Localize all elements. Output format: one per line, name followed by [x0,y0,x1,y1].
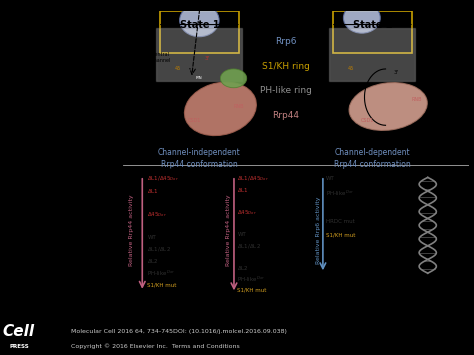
Text: State 2: State 2 [353,20,392,30]
Text: $\Delta$L2: $\Delta$L2 [147,257,159,265]
Text: S1/KH mut: S1/KH mut [237,288,267,293]
Text: Channel-dependent
Rrp44 conformation: Channel-dependent Rrp44 conformation [334,148,411,169]
Text: Central
channel: Central channel [152,52,172,62]
Text: 45: 45 [175,66,182,71]
Text: L1: L1 [170,85,176,90]
Text: PH-like$^{Dxr}$: PH-like$^{Dxr}$ [147,268,175,278]
Text: L2: L2 [335,99,341,104]
Text: L1: L1 [343,85,349,90]
Text: 45: 45 [348,66,355,71]
Text: PH-like$^{Dxr}$: PH-like$^{Dxr}$ [326,189,354,198]
Text: Rrp44: Rrp44 [273,111,300,120]
FancyBboxPatch shape [329,28,415,81]
Text: PH-like ring: PH-like ring [260,87,312,95]
Text: 3': 3' [393,70,399,75]
Text: CSD1: CSD1 [187,118,201,123]
Text: Rrp6: Rrp6 [405,307,423,316]
Text: 5': 5' [406,171,412,178]
Text: S1/KH mut: S1/KH mut [326,233,355,238]
Text: State 1: State 1 [180,20,219,30]
Text: PO₄: PO₄ [440,279,452,285]
Text: $\Delta$L1: $\Delta$L1 [147,187,159,195]
Text: Molecular Cell 2016 64, 734-745DOI: (10.1016/j.molcel.2016.09.038): Molecular Cell 2016 64, 734-745DOI: (10.… [71,329,287,334]
Text: $\Delta$L1: $\Delta$L1 [237,186,249,194]
Text: Channel-independent
Rrp44 conformation: Channel-independent Rrp44 conformation [158,148,241,169]
FancyBboxPatch shape [156,28,242,81]
Text: Rrp44: Rrp44 [430,307,453,316]
Text: PIN: PIN [196,76,203,80]
Text: 3': 3' [207,3,213,9]
Text: RNB: RNB [412,97,422,102]
Text: PH-like$^{Dxr}$: PH-like$^{Dxr}$ [237,275,265,284]
Text: CSD1: CSD1 [360,118,374,123]
Text: $\Delta$L1/$\Delta$45$_{Dxr}$: $\Delta$L1/$\Delta$45$_{Dxr}$ [237,175,269,184]
Text: WT: WT [326,176,335,181]
Text: Relative Rrp44 activity: Relative Rrp44 activity [226,194,231,266]
Text: Relative Rrp6 activity: Relative Rrp6 activity [316,196,321,264]
Text: S1/KH ring: S1/KH ring [262,62,310,71]
Text: PRESS: PRESS [9,344,29,349]
Text: OH: OH [405,279,416,285]
Text: $\Delta$45$_{Dxr}$: $\Delta$45$_{Dxr}$ [147,210,167,219]
Ellipse shape [180,4,219,37]
Text: $\Delta$L1/$\Delta$45$_{Dxr}$: $\Delta$L1/$\Delta$45$_{Dxr}$ [147,175,180,184]
Text: WT: WT [237,232,246,237]
Text: L2: L2 [162,99,168,104]
Text: HRDC mut: HRDC mut [326,219,355,224]
Ellipse shape [184,82,256,136]
Text: $\Delta$L1/$\Delta$L2: $\Delta$L1/$\Delta$L2 [237,242,261,250]
Ellipse shape [220,69,246,88]
Text: 3': 3' [205,56,210,61]
Text: Long RNA: Long RNA [323,168,373,177]
Ellipse shape [344,2,380,33]
Text: 5': 5' [443,171,449,178]
Text: WT: WT [147,235,156,240]
Text: Short RNA: Short RNA [146,168,198,177]
Text: Relative Rrp44 activity: Relative Rrp44 activity [129,194,135,266]
Text: RNB: RNB [234,104,244,109]
Text: $\Delta$L2: $\Delta$L2 [237,264,249,272]
Text: Copyright © 2016 Elsevier Inc.  Terms and Conditions: Copyright © 2016 Elsevier Inc. Terms and… [71,343,240,349]
Text: $\Delta$45$_{Dxr}$: $\Delta$45$_{Dxr}$ [237,208,257,217]
Ellipse shape [349,83,427,130]
Text: S1/KH mut: S1/KH mut [147,282,177,287]
Text: Cell: Cell [3,324,35,339]
Text: Long RNA: Long RNA [244,168,293,177]
Text: $\Delta$L1/$\Delta$L2: $\Delta$L1/$\Delta$L2 [147,245,172,253]
Text: Rrp6: Rrp6 [275,37,297,46]
